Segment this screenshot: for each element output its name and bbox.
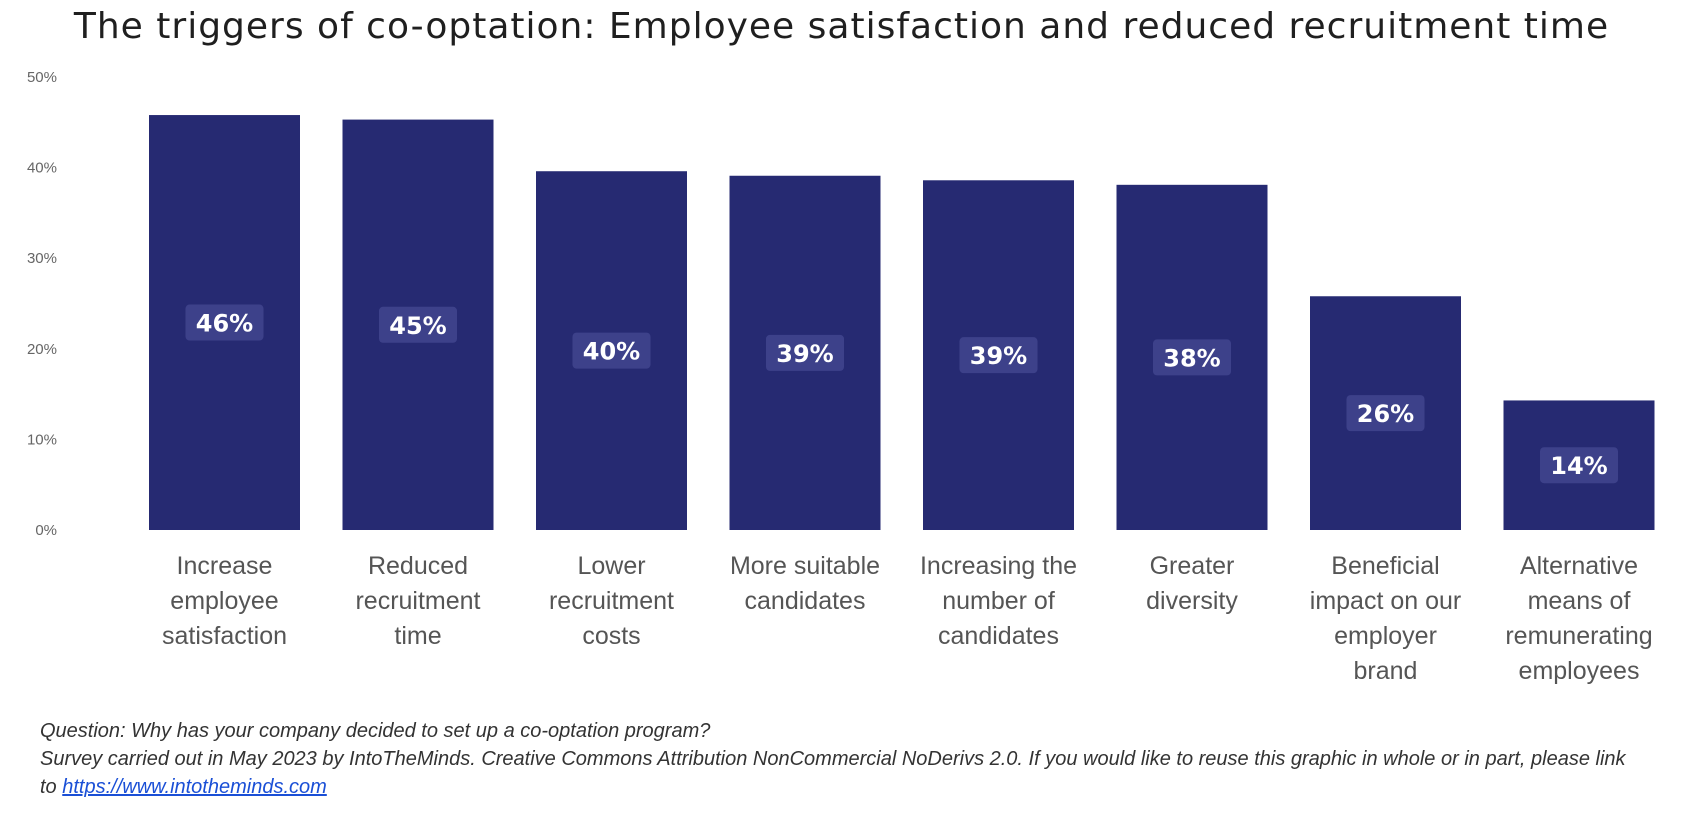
y-tick-label: 50% xyxy=(27,69,57,86)
footnote-link-line: to https://www.intotheminds.com xyxy=(40,773,1660,801)
value-label: 38% xyxy=(1163,344,1220,372)
bars xyxy=(149,115,1655,530)
value-label-background xyxy=(1346,395,1425,432)
footnote-survey: Survey carried out in May 2023 by IntoTh… xyxy=(40,748,1626,770)
value-label-background xyxy=(766,334,844,371)
value-label: 39% xyxy=(970,342,1027,370)
value-label: 40% xyxy=(583,338,640,366)
category-label: Lower recruitment costs xyxy=(549,552,674,650)
category-label: Increasing the number of candidates xyxy=(920,552,1077,650)
value-label: 14% xyxy=(1550,452,1607,480)
category-label: Beneficial impact on our employer brand xyxy=(1310,552,1461,685)
value-label-background xyxy=(1540,447,1618,484)
y-tick-label: 30% xyxy=(27,250,57,267)
y-tick-label: 40% xyxy=(27,160,57,177)
value-label: 46% xyxy=(196,310,253,338)
value-label-background xyxy=(959,337,1038,374)
source-link[interactable]: https://www.intotheminds.com xyxy=(62,776,327,798)
chart-title: The triggers of co-optation: Employee sa… xyxy=(73,6,1610,47)
footnote: Question: Why has your company decided t… xyxy=(40,717,1660,801)
value-label: 39% xyxy=(776,340,833,368)
footnote-link-prefix: to xyxy=(40,776,63,798)
value-labels: 46% 45% 40% 39% 39% 38% 26% 14% xyxy=(185,304,1618,484)
y-axis-ticks: 0% 10% 20% 30% 40% 50% xyxy=(27,69,57,539)
category-label: More suitable candidates xyxy=(730,552,880,615)
category-label: Greater diversity xyxy=(1146,552,1238,615)
value-label-background xyxy=(572,332,651,369)
bar-chart: 0% 10% 20% 30% 40% 50% 46% 45% 40% 39% 39% 38% 26% 1… xyxy=(27,69,1655,685)
category-label: Reduced recruitment time xyxy=(355,552,480,650)
value-label: 26% xyxy=(1357,400,1414,428)
y-tick-label: 10% xyxy=(27,431,57,448)
value-label-background xyxy=(379,306,457,343)
value-label-background xyxy=(1153,339,1231,376)
value-label: 45% xyxy=(389,312,446,340)
value-label-background xyxy=(185,304,264,341)
category-label: Alternative means of remunerating employees xyxy=(1505,552,1652,685)
y-tick-label: 0% xyxy=(35,522,57,539)
y-tick-label: 20% xyxy=(27,341,57,358)
category-labels: Increase employee satisfaction Reduced recru… xyxy=(162,552,1653,685)
category-label: Increase employee satisfaction xyxy=(162,552,287,650)
footnote-question: Question: Why has your company decided t… xyxy=(40,720,711,742)
